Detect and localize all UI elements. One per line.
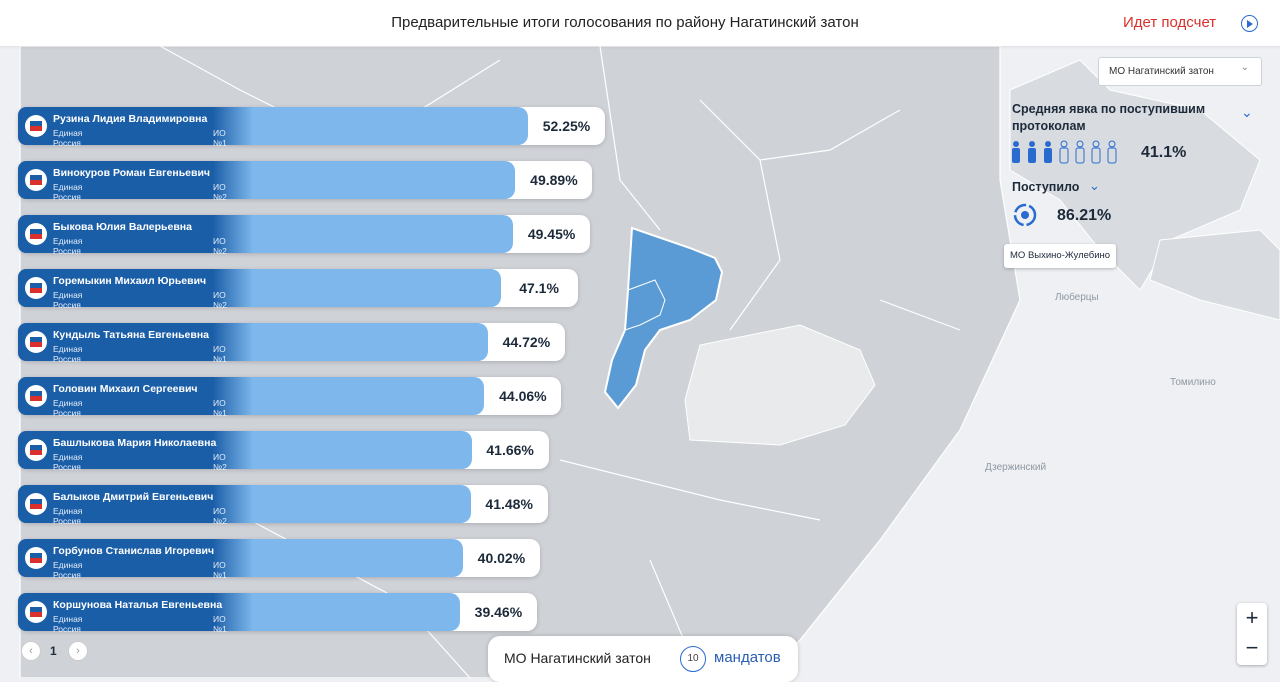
party-name: Единая Россия [53,128,83,148]
result-percent: 44.06% [499,388,547,404]
result-bar [18,269,501,307]
received-label: Поступило [1012,180,1080,194]
district: ИО №2 [213,182,227,202]
page-title: Предварительные итоги голосования по рай… [391,14,859,31]
district: ИО №1 [213,614,227,634]
result-bar [18,161,516,199]
candidate-name: Башлыкова Мария Николаевна [53,437,217,449]
party-logo [25,601,47,623]
candidate-name: Быкова Юлия Валерьевна [53,221,192,233]
district: ИО №1 [213,344,227,364]
party-name: Единая Россия [53,506,83,526]
header: Предварительные итоги голосования по рай… [0,0,1280,46]
tooltip: МО Выхино-Жулебино [1004,244,1117,268]
result-percent: 47.1% [519,280,559,296]
received-value: 86.21% [1057,207,1112,224]
candidate-name: Рузина Лидия Владимировна [53,113,208,125]
zoom-out[interactable]: − [1245,635,1259,660]
district: ИО №1 [213,128,227,148]
candidate-name: Коршунова Наталья Евгеньевна [53,599,223,611]
result-percent: 44.72% [502,334,551,350]
district-dropdown[interactable]: МО Нагатинский затон [1098,57,1262,86]
result-percent: 41.48% [485,496,533,512]
party-name: Единая Россия [53,398,83,418]
district: ИО №1 [213,398,227,418]
candidate-name: Горемыкин Михаил Юрьевич [53,275,207,287]
candidate-name: Головин Михаил Сергеевич [53,383,198,395]
footer-pill: МО Нагатинский затон 10 мандатов [488,636,798,682]
party-name: Единая Россия [53,290,83,310]
candidate-name: Кундыль Татьяна Евгеньевна [53,329,210,341]
zoom-in[interactable]: + [1245,605,1259,630]
result-bar [18,215,514,253]
result-bar [18,377,485,415]
party-logo [25,169,47,191]
result-bar [18,593,460,631]
result-bar [18,485,471,523]
candidate-name: Винокуров Роман Евгеньевич [53,167,211,179]
map-label: Дзержинский [985,462,1046,473]
district: ИО №2 [213,290,227,310]
turnout-icons [1012,140,1117,164]
candidate-name: Горбунов Станислав Игоревич [53,545,215,557]
result-percent: 40.02% [477,550,526,566]
mandates-count: 10 [680,646,706,672]
party-logo [25,439,47,461]
party-name: Единая Россия [53,614,83,634]
party-logo [25,331,47,353]
area-name: МО Нагатинский затон [504,650,651,666]
result-percent: 39.46% [474,604,523,620]
candidate-name: Балыков Дмитрий Евгеньевич [53,491,214,503]
result-bar [18,107,528,145]
party-name: Единая Россия [53,236,83,256]
collapse[interactable]: ⌄ [1241,104,1253,120]
map-label: Люберцы [1055,291,1099,303]
district: ИО №2 [213,236,227,256]
play-button[interactable] [1241,15,1258,32]
prev-page[interactable]: ‹ [21,641,41,661]
result-percent: 52.25% [542,118,591,134]
next-page[interactable]: › [68,641,88,661]
expand[interactable]: ⌄ [1089,178,1100,193]
party-name: Единая Россия [53,182,83,202]
party-name: Единая Россия [53,452,83,472]
district: ИО №1 [213,560,227,580]
district: ИО №2 [213,506,227,526]
mandates-label: мандатов [714,649,781,666]
party-logo [25,223,47,245]
party-logo [25,385,47,407]
result-percent: 49.89% [530,172,578,188]
party-logo [25,547,47,569]
turnout-value: 41.1% [1141,144,1187,161]
result-bar [18,323,488,361]
party-name: Единая Россия [53,560,83,580]
result-percent: 41.66% [486,442,534,458]
turnout-label: Средняя явка по поступившим протоколам [1012,102,1206,133]
party-logo [25,115,47,137]
result-bar [18,539,463,577]
party-name: Единая Россия [53,344,83,364]
result-bar [18,431,472,469]
party-logo [25,277,47,299]
party-logo [25,493,47,515]
status: Идет подсчет [1123,14,1217,31]
map-label: Томилино [1170,377,1216,388]
received-icon [1013,203,1037,227]
page-number[interactable]: 1 [50,644,57,658]
zoom-control: + − [1237,603,1267,665]
district: ИО №2 [213,452,227,472]
result-percent: 49.45% [527,226,576,242]
